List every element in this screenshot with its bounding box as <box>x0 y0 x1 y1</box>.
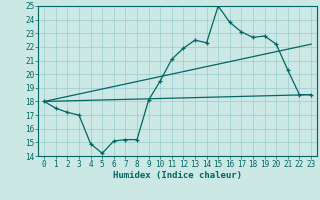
X-axis label: Humidex (Indice chaleur): Humidex (Indice chaleur) <box>113 171 242 180</box>
